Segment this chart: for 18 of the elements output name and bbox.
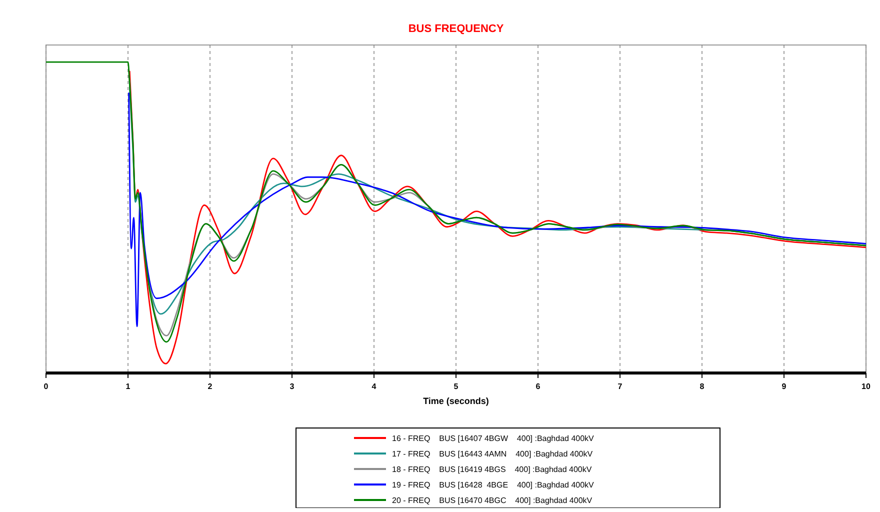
legend-label: 20 - FREQ BUS [16470 4BGC 400] :Baghdad 400kV <box>392 496 593 505</box>
x-tick-label: 3 <box>290 382 295 391</box>
x-tick-label: 1 <box>126 382 131 391</box>
x-tick-label: 8 <box>700 382 705 391</box>
legend-label: 17 - FREQ BUS [16443 4AMN 400] :Baghdad 400kV <box>392 450 594 458</box>
legend-label: 16 - FREQ BUS [16407 4BGW 400] :Baghdad 400kV <box>392 434 595 443</box>
x-tick-label: 10 <box>862 382 871 391</box>
x-tick-label: 2 <box>208 382 213 391</box>
legend-label: 18 - FREQ BUS [16419 4BGS 400] :Baghdad 400kV <box>392 465 592 474</box>
x-tick-label: 7 <box>618 382 623 391</box>
x-tick-label: 4 <box>372 382 377 391</box>
x-tick-label: 9 <box>782 382 787 391</box>
x-axis-title: Time (seconds) <box>423 396 489 406</box>
legend-label: 19 - FREQ BUS [16428 4BGE 400] :Baghdad 400kV <box>392 480 595 490</box>
x-tick-label: 0 <box>44 382 49 391</box>
x-tick-label: 6 <box>536 382 541 391</box>
chart-title: BUS FREQUENCY <box>408 23 504 35</box>
x-tick-label: 5 <box>454 382 459 391</box>
